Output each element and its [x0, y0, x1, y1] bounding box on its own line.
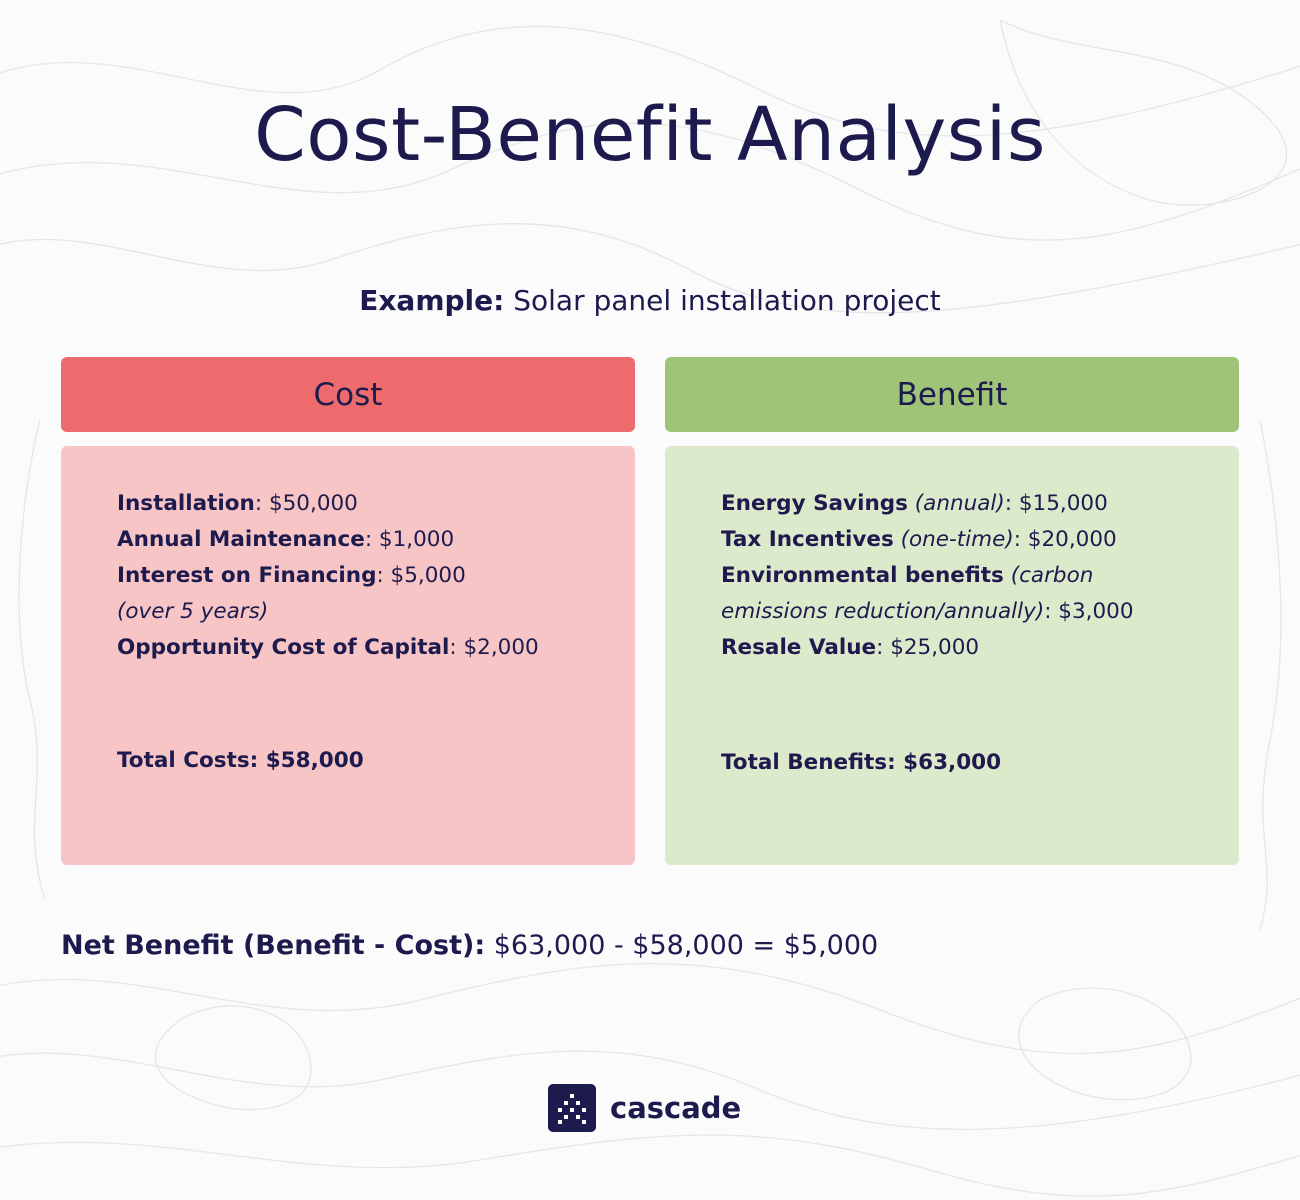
cascade-logo-text: cascade	[610, 1091, 742, 1125]
cost-item-interest-on-financing: Interest on Financing: $5,000	[117, 563, 466, 588]
benefit-list: Energy Savings (annual): $15,000 Tax Inc…	[721, 486, 1231, 666]
cost-item-annual-maintenance: Annual Maintenance: $1,000	[117, 527, 455, 552]
net-benefit-label: Net Benefit (Benefit - Cost):	[61, 930, 486, 961]
benefit-panel: Energy Savings (annual): $15,000 Tax Inc…	[665, 446, 1239, 865]
cost-item-installation: Installation: $50,000	[117, 491, 358, 516]
benefit-item-energy-savings: Energy Savings (annual): $15,000	[721, 491, 1108, 516]
benefit-item-environmental: Environmental benefits (carbon	[721, 563, 1094, 588]
benefit-item-tax-incentives: Tax Incentives (one-time): $20,000	[721, 527, 1117, 552]
cost-header: Cost	[61, 357, 635, 432]
cost-list: Installation: $50,000 Annual Maintenance…	[117, 486, 627, 666]
net-benefit: Net Benefit (Benefit - Cost): $63,000 - …	[61, 930, 878, 961]
cost-item-interest-note: (over 5 years)	[117, 599, 269, 624]
benefit-header: Benefit	[665, 357, 1239, 432]
cascade-logo: cascade	[548, 1084, 741, 1132]
benefit-item-resale-value: Resale Value: $25,000	[721, 635, 980, 660]
example-text: Solar panel installation project	[504, 284, 941, 317]
example-label: Example:	[359, 284, 505, 317]
total-benefits: Total Benefits: $63,000	[721, 750, 1002, 775]
example-subtitle: Example: Solar panel installation projec…	[0, 284, 1300, 317]
page-title: Cost-Benefit Analysis	[254, 92, 1046, 178]
total-costs: Total Costs: $58,000	[117, 748, 364, 773]
benefit-item-environmental-cont: emissions reduction/annually): $3,000	[721, 599, 1134, 624]
cascade-logo-icon	[548, 1084, 596, 1132]
cost-item-opportunity-cost: Opportunity Cost of Capital: $2,000	[117, 635, 539, 660]
cost-panel: Installation: $50,000 Annual Maintenance…	[61, 446, 635, 865]
net-benefit-value: $63,000 - $58,000 = $5,000	[485, 930, 879, 961]
